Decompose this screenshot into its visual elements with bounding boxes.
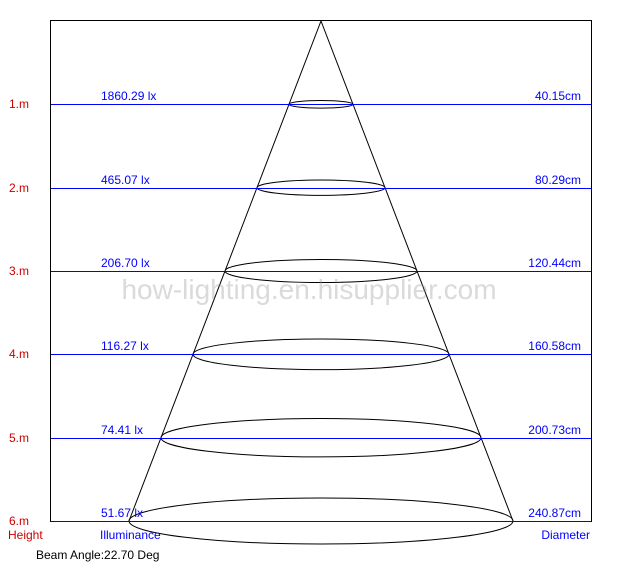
- diameter-label: 40.15cm: [535, 89, 581, 103]
- illuminance-label: 51.67 lx: [101, 506, 143, 520]
- illuminance-label: 116.27 lx: [101, 339, 149, 353]
- grid-line: [51, 354, 591, 355]
- grid-line: [51, 521, 591, 522]
- diameter-label: 120.44cm: [528, 256, 581, 270]
- beam-angle-label: Beam Angle:22.70 Deg: [36, 548, 159, 562]
- axis-label-illuminance: Illuminance: [100, 528, 161, 542]
- diameter-label: 200.73cm: [528, 423, 581, 437]
- height-label: 3.m: [9, 264, 29, 278]
- grid-line: [51, 438, 591, 439]
- height-label: 4.m: [9, 347, 29, 361]
- height-label: 6.m: [9, 514, 29, 528]
- beam-spread-chart: 1.m1860.29 lx40.15cm2.m465.07 lx80.29cm3…: [50, 20, 592, 522]
- height-label: 1.m: [9, 97, 29, 111]
- illuminance-label: 1860.29 lx: [101, 89, 156, 103]
- illuminance-label: 206.70 lx: [101, 256, 150, 270]
- illuminance-label: 74.41 lx: [101, 423, 143, 437]
- illuminance-label: 465.07 lx: [101, 173, 150, 187]
- diameter-label: 240.87cm: [528, 506, 581, 520]
- grid-line: [51, 188, 591, 189]
- height-label: 5.m: [9, 431, 29, 445]
- grid-line: [51, 104, 591, 105]
- height-label: 2.m: [9, 181, 29, 195]
- grid-line: [51, 271, 591, 272]
- diameter-label: 80.29cm: [535, 173, 581, 187]
- axis-label-height: Height: [8, 528, 43, 542]
- diameter-label: 160.58cm: [528, 339, 581, 353]
- axis-label-diameter: Diameter: [541, 528, 590, 542]
